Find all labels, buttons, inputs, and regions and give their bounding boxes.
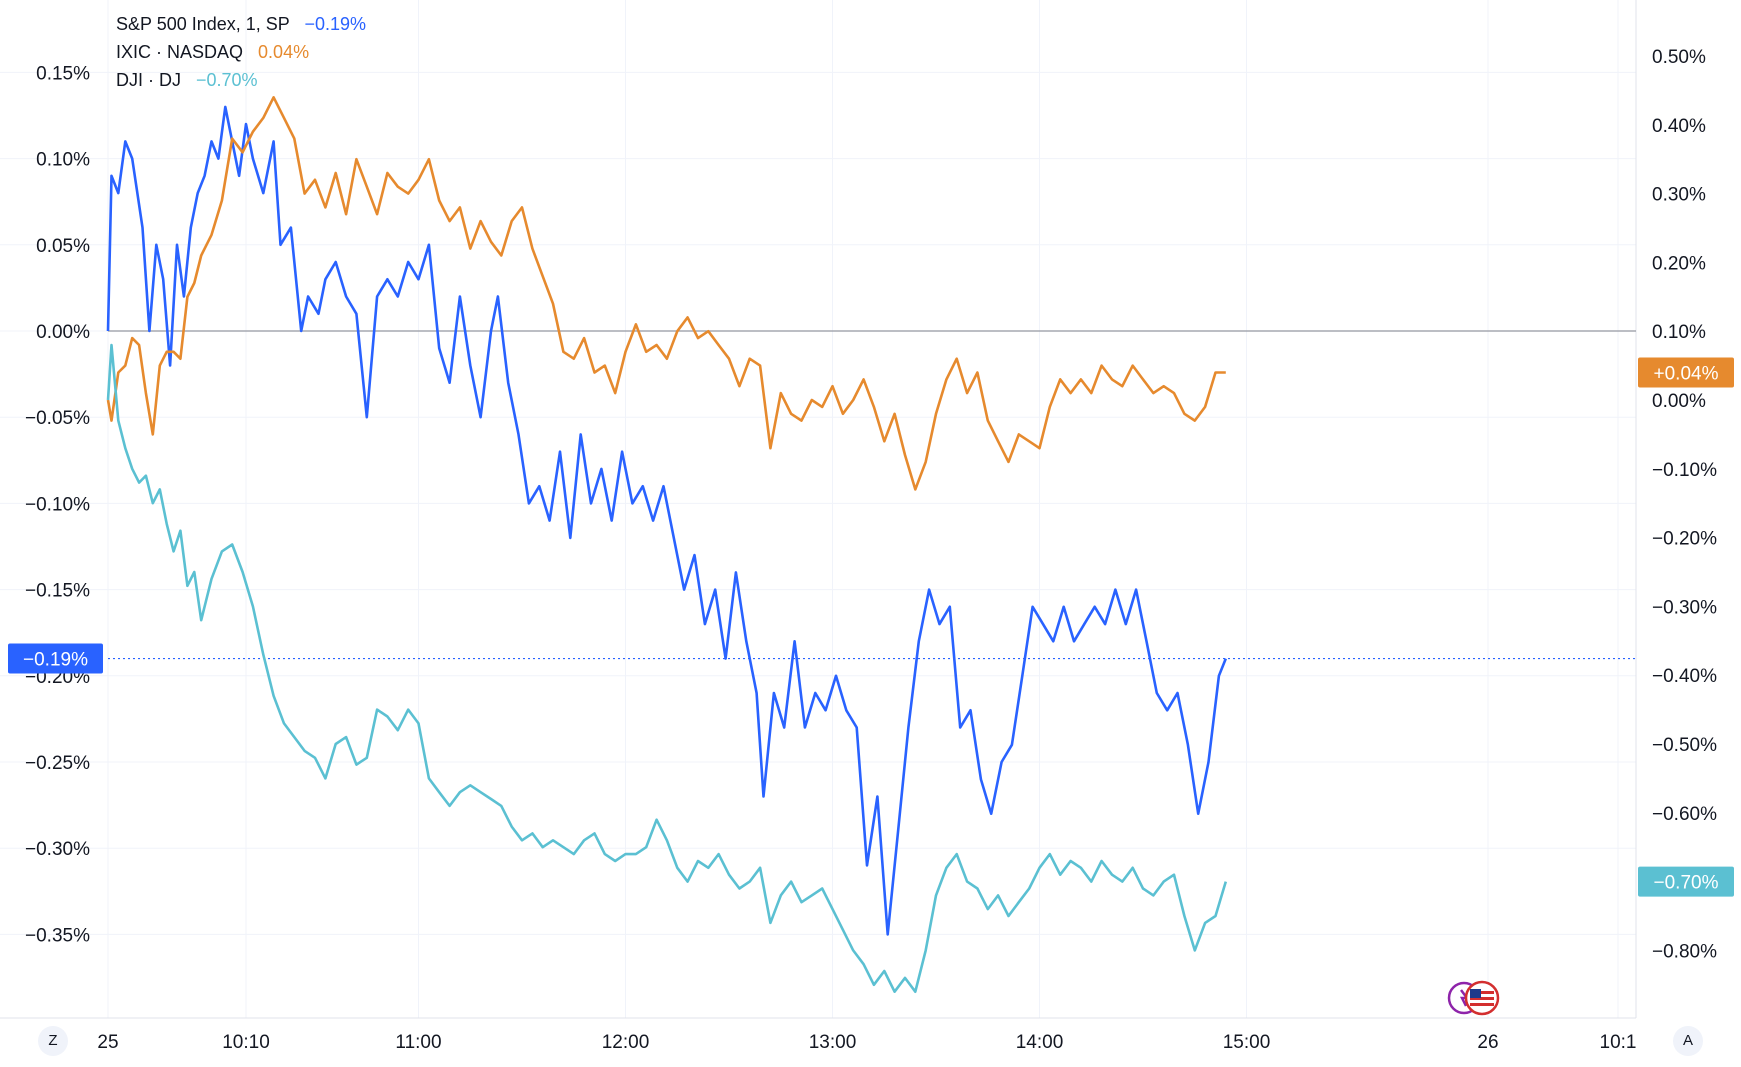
right-axis-tick-label: 0.30%	[1652, 185, 1706, 206]
zero-line	[108, 330, 1636, 660]
series-legend: S&P 500 Index, 1, SP −0.19% IXIC · NASDA…	[116, 10, 366, 94]
left-axis-tick-label: 0.00%	[36, 322, 90, 343]
right-axis-tick-label: −0.40%	[1652, 666, 1717, 687]
series-lines	[106, 96, 1228, 993]
legend-row-dji[interactable]: DJI · DJ −0.70%	[116, 66, 366, 94]
left-axis-tick-label: 0.05%	[36, 236, 90, 257]
spx-value-badge: −0.19%	[8, 643, 103, 674]
right-axis-tick-label: 0.20%	[1652, 253, 1706, 274]
x-axis-tick-label: 15:00	[1223, 1032, 1271, 1053]
legend-dji-name: DJI · DJ	[116, 70, 181, 90]
time-axis: 25 10:10 11:00 12:00 13:00 14:00 15:00 26 10:1	[97, 1032, 1636, 1053]
left-axis-tick-label: −0.25%	[25, 753, 90, 774]
dji-value-badge-label: −0.70%	[1654, 873, 1719, 894]
legend-ixic-name: IXIC · NASDAQ	[116, 42, 244, 62]
legend-ixic-value: 0.04%	[258, 42, 310, 62]
right-axis-tick-label: −0.10%	[1652, 460, 1717, 481]
right-axis-tick-label: −0.60%	[1652, 804, 1717, 825]
x-axis-tick-label: 25	[97, 1032, 118, 1053]
left-axis-tick-label: 0.10%	[36, 150, 90, 171]
x-axis-tick-label: 10:10	[222, 1032, 270, 1053]
spx-value-badge-bg	[8, 643, 103, 674]
right-axis-tick-label: −0.20%	[1652, 529, 1717, 550]
right-axis-tick-label: −0.30%	[1652, 597, 1717, 618]
x-axis-tick-label: 13:00	[809, 1032, 857, 1053]
ixic-value-badge-bg	[1638, 357, 1734, 388]
x-axis-tick-label: 10:1	[1600, 1032, 1637, 1053]
left-axis-tick-label: −0.10%	[25, 494, 90, 515]
right-axis-tick-label: −0.50%	[1652, 735, 1717, 756]
left-price-axis: 0.15% 0.10% 0.05% 0.00% −0.05% −0.10% −0.15% −0…	[25, 63, 90, 946]
series-line-2	[106, 343, 1228, 993]
ixic-value-badge-label: +0.04%	[1654, 363, 1719, 384]
legend-row-ixic[interactable]: IXIC · NASDAQ 0.04%	[116, 38, 366, 66]
scale-z-button[interactable]: Z	[38, 1026, 68, 1056]
left-axis-tick-label: −0.15%	[25, 581, 90, 602]
series-line-1	[106, 96, 1226, 491]
legend-spx-value: −0.19%	[304, 14, 367, 34]
right-axis-tick-label: 0.50%	[1652, 47, 1706, 68]
right-price-axis: 0.50% 0.40% 0.30% 0.20% 0.10% 0.00% −0.10% −0.2…	[1652, 47, 1717, 962]
us-market-flag-icon[interactable]	[1444, 978, 1504, 1018]
value-badges: −0.19% +0.04% −0.70%	[8, 357, 1734, 897]
left-axis-tick-label: −0.05%	[25, 408, 90, 429]
grid	[0, 0, 1637, 1019]
legend-dji-value: −0.70%	[196, 70, 258, 90]
legend-spx-name: S&P 500 Index, 1, SP	[116, 14, 290, 34]
spx-value-badge-label: −0.19%	[23, 650, 88, 671]
right-axis-tick-label: 0.10%	[1652, 322, 1706, 343]
auto-scale-button[interactable]: A	[1673, 1026, 1703, 1056]
left-axis-tick-label: 0.15%	[36, 63, 90, 84]
x-axis-tick-label: 12:00	[602, 1032, 650, 1053]
legend-row-spx[interactable]: S&P 500 Index, 1, SP −0.19%	[116, 10, 366, 38]
left-axis-tick-label: −0.30%	[25, 839, 90, 860]
dji-value-badge-bg	[1638, 866, 1734, 897]
right-axis-tick-label: −0.80%	[1652, 941, 1717, 962]
right-axis-tick-label: 0.40%	[1652, 116, 1706, 137]
left-axis-tick-label: −0.35%	[25, 925, 90, 946]
right-axis-tick-label: 0.00%	[1652, 391, 1706, 412]
dji-value-badge: −0.70%	[1638, 866, 1734, 897]
series-line-0	[106, 105, 1228, 936]
x-axis-tick-label: 26	[1477, 1032, 1498, 1053]
x-axis-tick-label: 11:00	[395, 1032, 441, 1053]
x-axis-tick-label: 14:00	[1016, 1032, 1064, 1053]
ixic-value-badge: +0.04%	[1638, 357, 1734, 388]
